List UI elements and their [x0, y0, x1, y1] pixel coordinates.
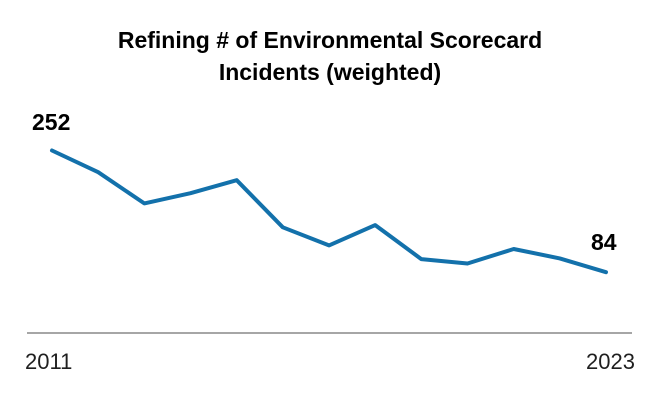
last-point-data-label: 84 — [591, 229, 617, 255]
chart-title-line2: Incidents (weighted) — [218, 59, 442, 85]
chart-title: Refining # of Environmental Scorecard In… — [0, 24, 660, 88]
incidents-trend-line — [50, 148, 608, 275]
x-axis-label-2011: 2011 — [25, 349, 73, 374]
first-point-data-label: 252 — [32, 109, 71, 135]
x-axis-label-2023: 2023 — [586, 349, 635, 374]
chart-title-line1: Refining # of Environmental Scorecard — [117, 27, 543, 53]
